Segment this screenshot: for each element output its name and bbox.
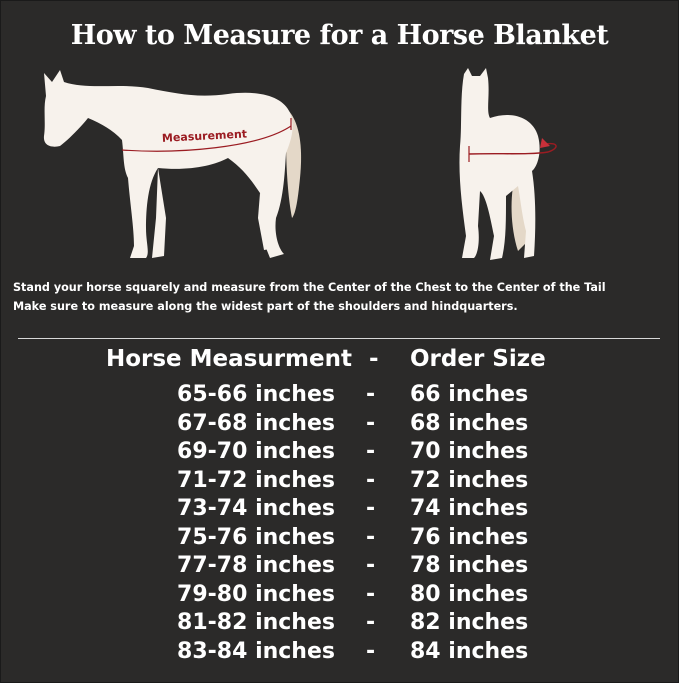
separator-cell: - <box>366 610 376 635</box>
order-size-cell: 78 inches <box>410 553 529 578</box>
horse-measurement-cell: 71-72 inches <box>177 467 335 493</box>
horse-side-view-illustration: Measurement <box>43 70 302 258</box>
table-row: 71-72 inches - 72 inches <box>0 468 679 496</box>
table-row: 81-82 inches - 82 inches <box>0 610 679 638</box>
separator-cell: - <box>366 439 376 464</box>
horse-measurement-cell: 65-66 inches <box>177 382 335 407</box>
table-row: 67-68 inches - 68 inches <box>0 411 679 439</box>
table-row: 79-80 inches - 80 inches <box>0 582 679 610</box>
table-row: 75-76 inches - 76 inches <box>0 525 679 553</box>
order-size-cell: 82 inches <box>410 610 529 635</box>
horse-measurement-cell: 79-80 inches <box>177 581 335 607</box>
order-size-cell: 80 inches <box>410 581 529 607</box>
horse-measurement-cell: 75-76 inches <box>177 524 335 550</box>
horse-measurement-cell: 73-74 inches <box>177 496 335 521</box>
table-row: 65-66 inches - 66 inches <box>0 382 679 410</box>
order-size-cell: 70 inches <box>410 439 529 464</box>
table-row: 69-70 inches - 70 inches <box>0 439 679 467</box>
horse-measurement-cell: 69-70 inches <box>177 439 335 464</box>
separator-cell: - <box>366 496 376 521</box>
header-horse-measurement: Horse Measurment <box>105 346 352 372</box>
table-row: 83-84 inches - 84 inches <box>0 639 679 667</box>
instruction-line-1: Stand your horse squarely and measure fr… <box>13 281 606 294</box>
horse-rear-view-illustration <box>459 68 557 260</box>
measurement-label: Measurement <box>162 127 248 144</box>
divider <box>18 338 660 339</box>
separator-cell: - <box>366 638 376 664</box>
order-size-cell: 84 inches <box>410 638 529 664</box>
separator-cell: - <box>366 553 376 578</box>
table-row: 73-74 inches - 74 inches <box>0 496 679 524</box>
instruction-line-2: Make sure to measure along the widest pa… <box>13 300 518 313</box>
order-size-cell: 68 inches <box>410 410 529 436</box>
horse-measurement-cell: 77-78 inches <box>177 553 335 578</box>
table-row: 77-78 inches - 78 inches <box>0 553 679 581</box>
header-separator: - <box>369 346 379 372</box>
order-size-cell: 66 inches <box>410 382 529 407</box>
separator-cell: - <box>366 524 376 550</box>
separator-cell: - <box>366 467 376 493</box>
horse-measurement-cell: 67-68 inches <box>177 410 335 436</box>
horse-measurement-cell: 81-82 inches <box>177 610 335 635</box>
separator-cell: - <box>366 382 376 407</box>
separator-cell: - <box>366 581 376 607</box>
order-size-cell: 72 inches <box>410 467 529 493</box>
size-table-header: Horse Measurment - Order Size <box>0 346 679 374</box>
order-size-cell: 74 inches <box>410 496 529 521</box>
order-size-cell: 76 inches <box>410 524 529 550</box>
page-title: How to Measure for a Horse Blanket <box>70 20 609 51</box>
horse-measurement-cell: 83-84 inches <box>177 638 335 664</box>
separator-cell: - <box>366 410 376 436</box>
header-order-size: Order Size <box>410 346 546 372</box>
